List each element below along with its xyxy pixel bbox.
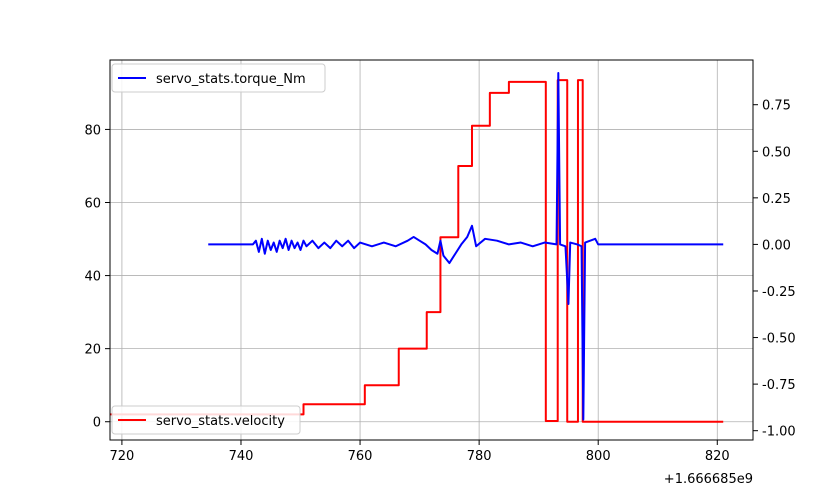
y-right-tick-label: 0.50: [762, 145, 791, 160]
y-left-tick-label: 80: [84, 123, 101, 138]
y-axis-right: -1.00 -0.75 -0.50 -0.25 0.00 0.25 0.50 0.75: [753, 99, 796, 440]
series-line-torque: [208, 72, 724, 421]
legend-label-torque: servo_stats.torque_Nm: [156, 72, 306, 87]
legend-velocity: servo_stats.velocity: [111, 405, 301, 435]
series-layer: [110, 72, 724, 423]
x-tick-label: 820: [705, 449, 730, 464]
y-right-tick-label: -0.75: [762, 378, 796, 393]
y-right-tick-label: -0.25: [762, 285, 796, 300]
x-tick-label: 760: [348, 449, 373, 464]
x-offset-label: +1.666685e9: [664, 472, 753, 487]
y-left-tick-label: 40: [84, 270, 101, 285]
y-right-tick-label: 0.00: [762, 238, 791, 253]
legend-label-velocity: servo_stats.velocity: [156, 414, 285, 429]
y-left-tick-label: 60: [84, 197, 101, 212]
x-tick-label: 780: [467, 449, 492, 464]
x-tick-label: 720: [109, 449, 134, 464]
x-tick-label: 740: [229, 449, 254, 464]
y-right-tick-label: -1.00: [762, 425, 796, 440]
y-right-tick-label: 0.25: [762, 192, 791, 207]
plot-frame: [109, 59, 754, 441]
legend-torque: servo_stats.torque_Nm: [111, 63, 326, 93]
series-line-velocity: [110, 79, 724, 423]
y-left-tick-label: 20: [84, 343, 101, 358]
y-right-tick-label: 0.75: [762, 99, 791, 114]
legend-box-torque: [111, 63, 326, 93]
legend-box-velocity: [111, 405, 301, 435]
y-left-tick-label: 0: [93, 416, 101, 431]
x-axis: 720 740 760 780 800 820: [109, 440, 730, 464]
y-right-tick-label: -0.50: [762, 332, 796, 347]
x-tick-label: 800: [586, 449, 611, 464]
y-axis-left: 0 20 40 60 80: [84, 123, 110, 431]
